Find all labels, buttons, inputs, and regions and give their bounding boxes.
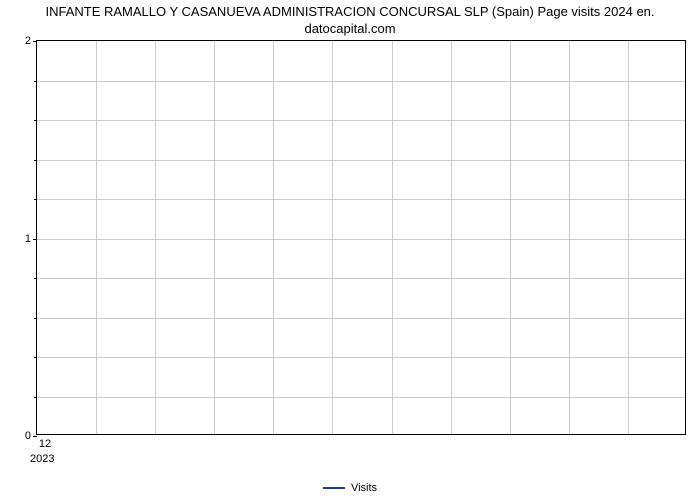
gridline-vertical [273, 41, 274, 434]
ytick-minor [34, 318, 37, 319]
ytick-minor [34, 120, 37, 121]
xtick-label: 12 [39, 438, 51, 450]
gridline-horizontal [37, 81, 685, 82]
gridline-horizontal [37, 278, 685, 279]
ytick-minor [34, 160, 37, 161]
ytick-label: 1 [25, 233, 31, 245]
ytick-minor [34, 199, 37, 200]
ytick-minor [34, 397, 37, 398]
gridline-vertical [451, 41, 452, 434]
ytick-label: 2 [25, 35, 31, 47]
gridline-vertical [392, 41, 393, 434]
legend-swatch [323, 487, 345, 489]
gridline-horizontal [37, 357, 685, 358]
ytick-label: 0 [25, 430, 31, 442]
gridline-horizontal [37, 120, 685, 121]
x-axis-year: 2023 [30, 453, 54, 465]
legend-label: Visits [351, 482, 377, 494]
gridline-vertical [214, 41, 215, 434]
ytick-mark [33, 239, 37, 240]
gridline-vertical [96, 41, 97, 434]
gridline-horizontal [37, 318, 685, 319]
title-line2: datocapital.com [304, 21, 395, 36]
ytick-mark [33, 41, 37, 42]
ytick-minor [34, 81, 37, 82]
ytick-minor [34, 357, 37, 358]
chart-title: INFANTE RAMALLO Y CASANUEVA ADMINISTRACI… [0, 0, 700, 40]
title-line1: INFANTE RAMALLO Y CASANUEVA ADMINISTRACI… [45, 4, 654, 19]
gridline-vertical [332, 41, 333, 434]
gridline-vertical [628, 41, 629, 434]
legend: Visits [323, 482, 377, 494]
gridline-vertical [155, 41, 156, 434]
gridline-horizontal [37, 397, 685, 398]
gridline-horizontal [37, 160, 685, 161]
gridline-horizontal [37, 239, 685, 240]
gridline-horizontal [37, 199, 685, 200]
ytick-mark [33, 436, 37, 437]
gridline-vertical [569, 41, 570, 434]
ytick-minor [34, 278, 37, 279]
gridline-vertical [510, 41, 511, 434]
plot-area: 01212 [36, 40, 686, 435]
